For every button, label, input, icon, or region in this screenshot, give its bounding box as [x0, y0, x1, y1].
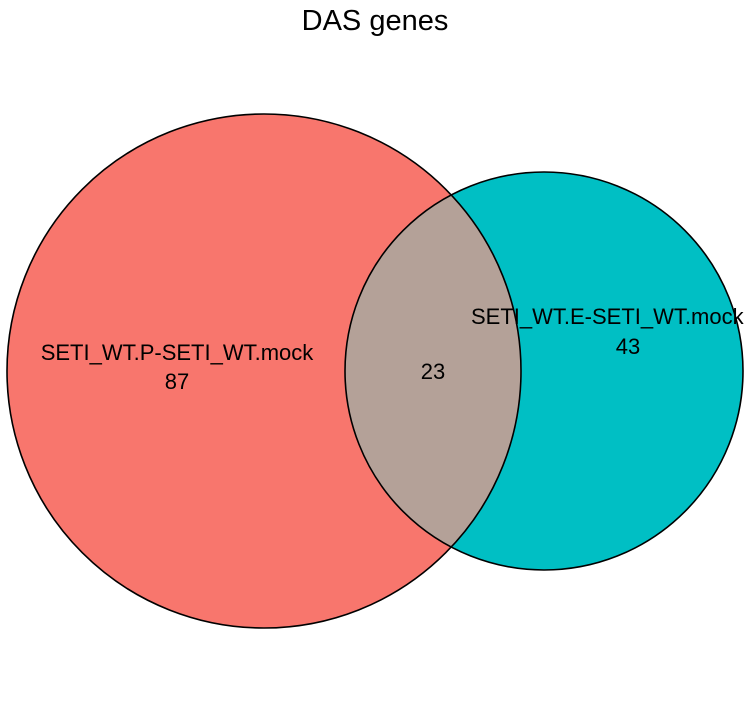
count-a-only: 87 [165, 369, 189, 394]
count-intersection: 23 [421, 359, 445, 384]
set-outline-a [6, 113, 522, 629]
set-label-b: SETI_WT.E-SETI_WT.mock [471, 304, 745, 329]
intersection-region [345, 172, 521, 570]
count-b-only: 43 [616, 334, 640, 359]
set-label-a: SETI_WT.P-SETI_WT.mock [41, 340, 315, 365]
chart-title: DAS genes [302, 5, 449, 37]
set-outline-b [344, 171, 744, 571]
